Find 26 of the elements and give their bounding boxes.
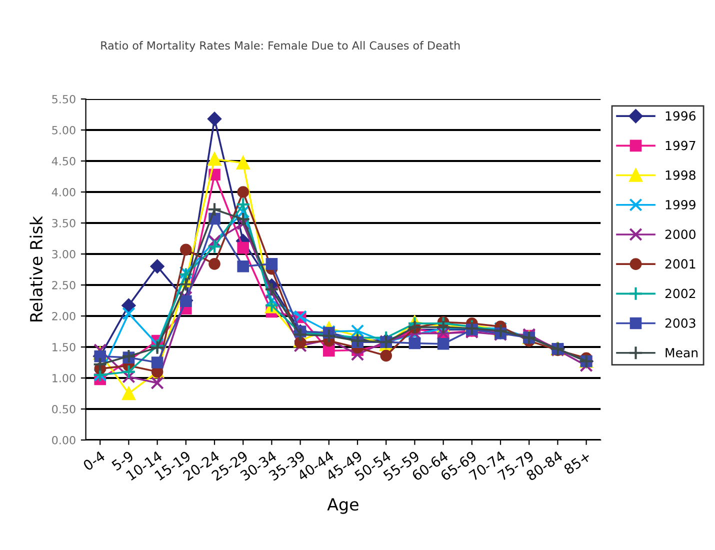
y-tick-label: 2.00 <box>52 312 76 320</box>
y-tick-label: 1.00 <box>52 374 76 382</box>
legend-label: 2002 <box>665 288 696 298</box>
x-tick-label: 0-4 <box>82 450 106 472</box>
y-tick-label: 1.50 <box>52 342 76 352</box>
legend-label: 1997 <box>666 140 696 150</box>
x-tick-label: 85+ <box>563 450 592 475</box>
y-tick-label: 4.00 <box>52 188 76 196</box>
chart-title: Ratio of Mortality Rates Male: Female Due to All Causes of Death <box>101 41 460 52</box>
y-tick-label: 0.50 <box>52 404 76 414</box>
y-tick-label: 5.50 <box>52 94 76 104</box>
y-axis-title: Relative Risk <box>30 216 43 322</box>
legend-label: 1999 <box>666 200 696 210</box>
y-tick-label: 4.50 <box>52 156 76 166</box>
y-tick-label: 3.50 <box>52 218 76 228</box>
legend-label: 1998 <box>666 170 696 180</box>
legend-label: 2001 <box>665 259 696 269</box>
x-axis-title: Age <box>327 498 358 514</box>
y-tick-label: 3.00 <box>52 250 76 258</box>
legend-label: 2000 <box>665 230 696 240</box>
legend-label: 2003 <box>665 318 696 328</box>
y-tick-label: 5.00 <box>52 126 76 134</box>
y-tick-label: 0.00 <box>52 436 76 444</box>
y-tick-label: 2.50 <box>52 280 76 290</box>
legend-label: 1996 <box>666 111 696 121</box>
legend-label: Mean <box>666 348 698 358</box>
